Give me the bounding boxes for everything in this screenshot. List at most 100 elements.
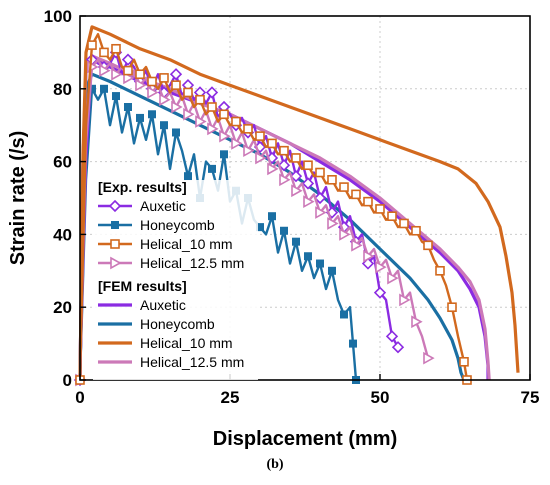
data-point xyxy=(231,116,241,127)
data-point xyxy=(423,351,435,365)
data-point xyxy=(136,113,144,122)
data-point xyxy=(148,110,156,119)
legend-heading: [FEM results] xyxy=(98,278,187,294)
data-point xyxy=(135,69,145,80)
data-point xyxy=(340,310,348,319)
series-line xyxy=(78,25,520,381)
data-point xyxy=(255,151,267,165)
x-tick-label: 25 xyxy=(221,388,240,407)
data-point xyxy=(219,109,229,120)
data-point xyxy=(279,173,291,187)
data-point xyxy=(411,225,421,236)
data-point xyxy=(277,159,291,172)
data-point xyxy=(303,195,315,208)
data-point xyxy=(135,78,147,92)
data-point xyxy=(87,40,97,50)
data-point xyxy=(387,271,399,285)
data-point xyxy=(423,240,433,251)
data-point xyxy=(147,86,159,99)
legend-marker xyxy=(111,221,119,229)
data-point xyxy=(111,43,121,54)
x-tick-label: 0 xyxy=(75,388,84,407)
legend-entry: Helical_10 mm xyxy=(140,236,233,252)
data-point xyxy=(387,211,397,221)
series-line xyxy=(78,54,491,381)
series-fem-helical-10-mm xyxy=(78,25,520,381)
series-line xyxy=(78,87,358,381)
legend-marker xyxy=(108,199,122,213)
data-point xyxy=(159,93,171,107)
y-tick-label: 80 xyxy=(53,80,72,99)
data-point xyxy=(313,191,327,205)
x-tick-label: 75 xyxy=(521,388,540,407)
y-tick-label: 0 xyxy=(63,371,72,390)
data-point xyxy=(280,226,288,235)
data-point xyxy=(289,170,303,183)
data-point xyxy=(112,92,120,101)
data-point xyxy=(207,122,219,136)
data-point xyxy=(279,145,289,156)
data-point xyxy=(447,302,457,313)
data-point xyxy=(375,204,385,214)
data-point xyxy=(291,184,303,198)
data-point xyxy=(147,76,157,87)
data-point xyxy=(220,150,228,159)
data-point xyxy=(292,237,300,246)
data-point xyxy=(267,138,277,149)
data-point xyxy=(160,121,168,130)
data-point xyxy=(99,47,109,58)
data-point xyxy=(304,252,312,261)
plot-frame xyxy=(79,15,531,381)
data-point xyxy=(111,67,123,81)
series-layer xyxy=(73,25,520,387)
legend-entry: Helical_12.5 mm xyxy=(140,354,244,370)
data-point xyxy=(385,330,399,343)
x-axis-title: Displacement (mm) xyxy=(213,428,398,450)
data-point xyxy=(351,238,363,252)
data-point xyxy=(315,206,327,219)
data-point xyxy=(171,100,183,114)
data-point xyxy=(373,286,387,299)
legend-entry: Honeycomb xyxy=(140,316,215,332)
data-point xyxy=(435,265,445,276)
data-point xyxy=(243,144,255,158)
data-point xyxy=(172,128,180,137)
legend-marker xyxy=(110,256,122,270)
series-line xyxy=(78,54,490,381)
data-point xyxy=(171,80,181,90)
data-point xyxy=(205,86,219,99)
data-point xyxy=(195,115,207,128)
x-tick-label: 50 xyxy=(371,388,390,407)
data-point xyxy=(255,131,265,141)
data-point xyxy=(363,249,375,263)
data-point xyxy=(399,293,411,307)
data-point xyxy=(184,172,192,181)
data-point xyxy=(328,266,336,275)
y-axis-title: Strain rate (/s) xyxy=(7,131,29,265)
data-point xyxy=(267,162,279,176)
data-point xyxy=(339,182,349,192)
data-point xyxy=(121,53,135,66)
data-point xyxy=(183,87,193,98)
legend-entry: Helical_10 mm xyxy=(140,335,233,351)
data-point xyxy=(327,217,339,230)
data-point xyxy=(159,73,169,83)
legend-heading: [Exp. results] xyxy=(98,179,187,195)
legend-entry: Auxetic xyxy=(140,297,186,313)
y-tick-label: 20 xyxy=(53,298,72,317)
data-point xyxy=(207,102,217,112)
y-tick-label: 60 xyxy=(53,153,72,172)
legend: [Exp. results] Auxetic Honeycomb Helical_10… xyxy=(93,179,258,380)
y-tick-label: 100 xyxy=(44,7,72,26)
series-fem-helical-12-5-mm xyxy=(78,54,491,381)
legend-entry: Helical_12.5 mm xyxy=(140,255,244,271)
data-point xyxy=(183,107,195,121)
data-point xyxy=(351,189,361,200)
data-point xyxy=(349,339,357,348)
data-point xyxy=(231,137,243,150)
data-point xyxy=(195,94,205,105)
data-point xyxy=(391,341,405,354)
data-point xyxy=(124,103,132,111)
